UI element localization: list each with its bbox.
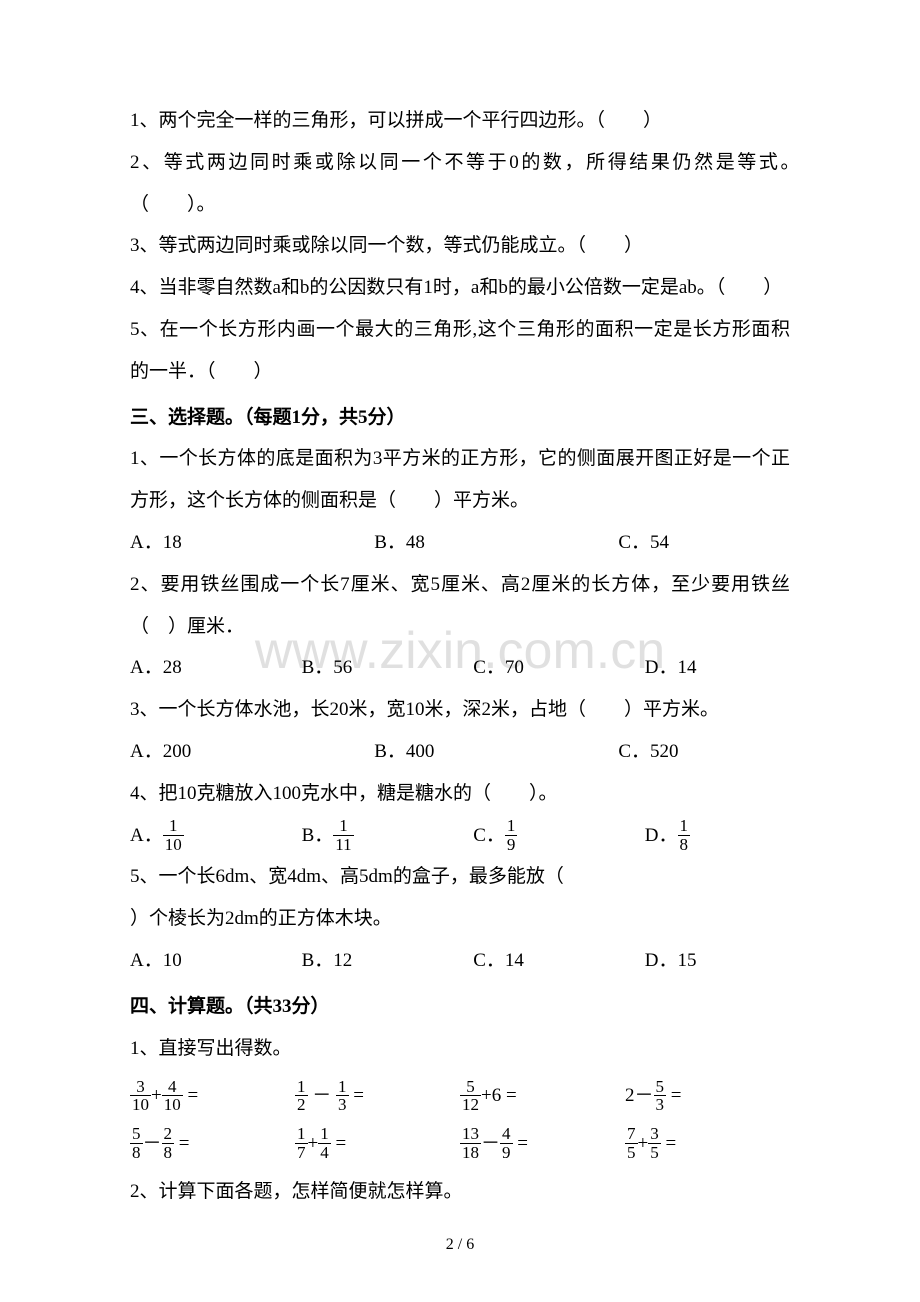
choice-q5-text1: 5、一个长6dm、宽4dm、高5dm的盒子，最多能放（ bbox=[130, 856, 790, 898]
calc-cell: 12 － 13 = bbox=[295, 1075, 460, 1117]
calc-cell: 1318－49 = bbox=[460, 1123, 625, 1165]
opt-b: B．400 bbox=[374, 731, 618, 773]
opt-d: D．15 bbox=[645, 940, 790, 982]
choice-q5-options: A．10 B．12 C．14 D．15 bbox=[130, 940, 790, 982]
tf-q3: 3、等式两边同时乘或除以同一个数，等式仍能成立。（ ） bbox=[130, 225, 790, 267]
choice-q3-text: 3、一个长方体水池，长20米，宽10米，深2米，占地（ ）平方米。 bbox=[130, 689, 790, 731]
choice-q5-text2: ）个棱长为2dm的正方体木块。 bbox=[130, 898, 790, 940]
calc-row2: 58－28 = 17+14 = 1318－49 = 75+35 = bbox=[130, 1123, 790, 1165]
choice-q2-text: 2、要用铁丝围成一个长7厘米、宽5厘米、高2厘米的长方体，至少要用铁丝（ ）厘米… bbox=[130, 564, 790, 648]
opt-b: B．48 bbox=[374, 522, 618, 564]
opt-b: B．56 bbox=[302, 647, 474, 689]
choice-q4-text: 4、把10克糖放入100克水中，糖是糖水的（ ）。 bbox=[130, 773, 790, 815]
opt-b: B．111 bbox=[302, 815, 474, 857]
opt-a: A．10 bbox=[130, 940, 302, 982]
opt-c: C．14 bbox=[473, 940, 645, 982]
calc-cell: 17+14 = bbox=[295, 1123, 460, 1165]
calc-q1: 1、直接写出得数。 bbox=[130, 1028, 790, 1070]
choice-q1-options: A．18 B．48 C．54 bbox=[130, 522, 790, 564]
calc-cell: 512+6 = bbox=[460, 1075, 625, 1117]
opt-d: D．18 bbox=[645, 815, 790, 857]
opt-a: A．18 bbox=[130, 522, 374, 564]
tf-q1: 1、两个完全一样的三角形，可以拼成一个平行四边形。（ ） bbox=[130, 100, 790, 142]
calc-cell: 75+35 = bbox=[625, 1123, 790, 1165]
tf-q4: 4、当非零自然数a和b的公因数只有1时，a和b的最小公倍数一定是ab。（ ） bbox=[130, 267, 790, 309]
opt-b: B．12 bbox=[302, 940, 474, 982]
opt-c: C．70 bbox=[473, 647, 645, 689]
opt-a: A．28 bbox=[130, 647, 302, 689]
calc-row1: 310+410 = 12 － 13 = 512+6 = 2－53 = bbox=[130, 1075, 790, 1117]
opt-c: C．520 bbox=[618, 731, 790, 773]
choice-q1-text: 1、一个长方体的底是面积为3平方米的正方形，它的侧面展开图正好是一个正方形，这个… bbox=[130, 438, 790, 522]
calc-cell: 2－53 = bbox=[625, 1075, 790, 1117]
tf-q2: 2、等式两边同时乘或除以同一个不等于0的数，所得结果仍然是等式。 （ ）。 bbox=[130, 142, 790, 226]
calc-q2: 2、计算下面各题，怎样简便就怎样算。 bbox=[130, 1171, 790, 1213]
opt-d: D．14 bbox=[645, 647, 790, 689]
choice-q4-options: A．110 B．111 C．19 D．18 bbox=[130, 815, 790, 857]
calc-title: 四、计算题。（共33分） bbox=[130, 986, 790, 1028]
opt-a: A．110 bbox=[130, 815, 302, 857]
tf-q5: 5、在一个长方形内画一个最大的三角形,这个三角形的面积一定是长方形面积的一半．（… bbox=[130, 309, 790, 393]
opt-a: A．200 bbox=[130, 731, 374, 773]
choice-q2-options: A．28 B．56 C．70 D．14 bbox=[130, 647, 790, 689]
page-footer: 2 / 6 bbox=[0, 1227, 920, 1262]
opt-c: C．54 bbox=[618, 522, 790, 564]
choice-title: 三、选择题。（每题1分，共5分） bbox=[130, 397, 790, 439]
calc-cell: 310+410 = bbox=[130, 1075, 295, 1117]
choice-q3-options: A．200 B．400 C．520 bbox=[130, 731, 790, 773]
opt-c: C．19 bbox=[473, 815, 645, 857]
calc-cell: 58－28 = bbox=[130, 1123, 295, 1165]
